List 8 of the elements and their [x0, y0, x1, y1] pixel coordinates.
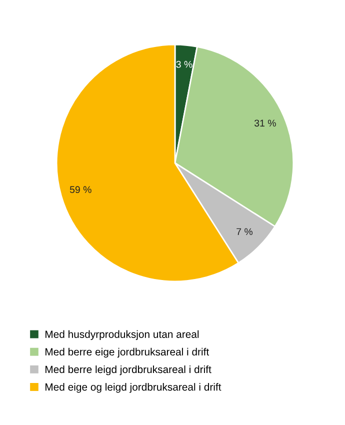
- legend-label: Med husdyrproduksjon utan areal: [46, 330, 199, 340]
- legend-label: Med berre eige jordbruksareal i drift: [46, 348, 210, 358]
- data-label: 7 %: [236, 228, 253, 236]
- data-label: 59 %: [70, 186, 92, 194]
- legend-label: Med eige og leigd jordbruksareal i drift: [46, 383, 222, 393]
- legend-label: Med berre leigd jordbruksareal i drift: [46, 365, 212, 376]
- data-label: 31 %: [254, 120, 276, 127]
- data-label: 3 %: [176, 60, 192, 68]
